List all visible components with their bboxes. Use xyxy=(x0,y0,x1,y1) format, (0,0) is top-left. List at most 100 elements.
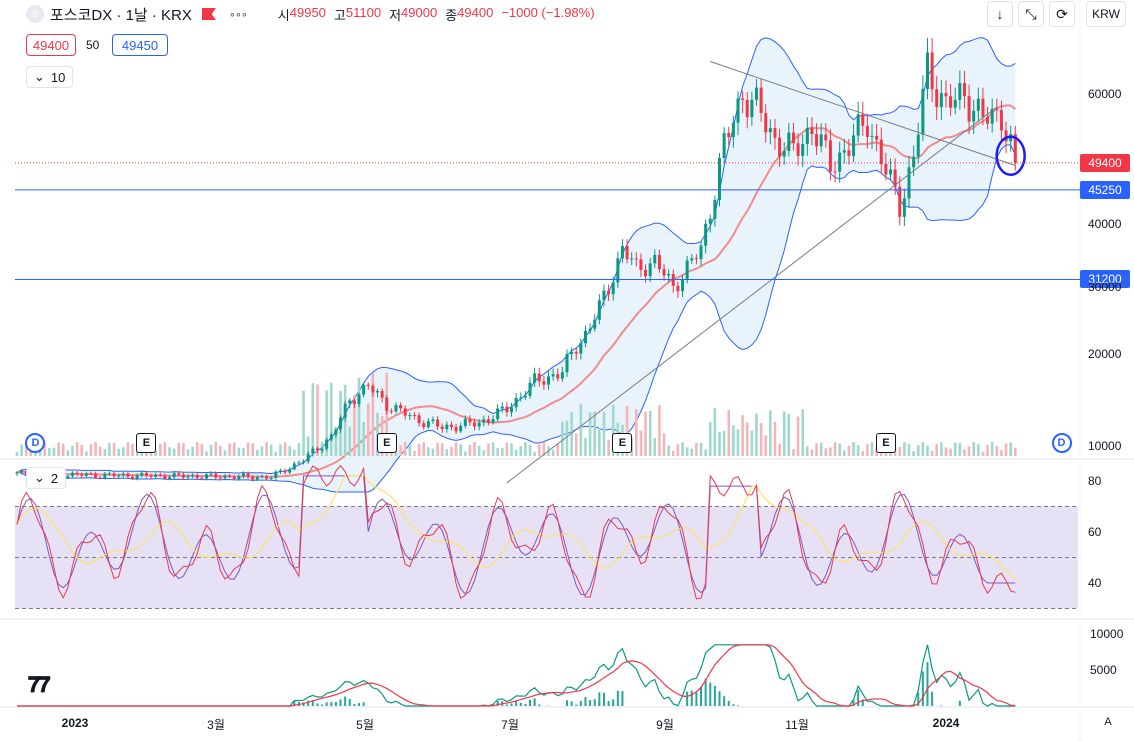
volume-bar xyxy=(713,407,717,456)
volume-bar xyxy=(399,445,402,456)
rsi-collapse-button[interactable]: ⌄ 2 xyxy=(26,467,67,489)
candle-body xyxy=(949,96,953,108)
volume-bar xyxy=(274,451,278,456)
volume-bar xyxy=(436,442,439,456)
tradingview-logo[interactable]: 𝟕𝟕 xyxy=(28,672,51,697)
candle-body xyxy=(625,246,629,260)
candle-body xyxy=(98,477,102,479)
candle-body xyxy=(597,300,601,320)
candle-body xyxy=(297,462,301,464)
volume-bar xyxy=(311,383,315,456)
more-options-icon[interactable]: ◦◦◦ xyxy=(229,6,248,22)
volume-bar xyxy=(140,445,144,456)
candle-body xyxy=(607,290,611,295)
volume-bar xyxy=(732,424,735,456)
macd-histogram-bar xyxy=(616,690,619,706)
refresh-icon[interactable]: ⟳ xyxy=(1049,1,1075,27)
macd-histogram-bar xyxy=(736,705,739,706)
auto-scale-button[interactable]: A xyxy=(1104,716,1112,728)
volume-bar xyxy=(967,446,971,456)
candle-body xyxy=(459,425,463,432)
volume-bar xyxy=(473,442,476,456)
volume-bar xyxy=(306,436,310,456)
candle-body xyxy=(939,93,943,108)
candle-body xyxy=(454,427,458,432)
candle-body xyxy=(15,472,19,474)
candle-body xyxy=(417,415,421,424)
volume-bar xyxy=(644,411,647,456)
candle-body xyxy=(547,376,550,385)
candle-body xyxy=(223,475,227,479)
volume-bar xyxy=(847,445,851,456)
volume-bar xyxy=(963,449,966,456)
candle-body xyxy=(889,169,893,175)
macd-histogram-bar xyxy=(926,662,929,706)
candle-body xyxy=(620,246,624,259)
candle-body xyxy=(875,135,879,140)
arrow-down-icon[interactable]: ↓ xyxy=(987,1,1013,27)
candle-body xyxy=(583,330,587,344)
volume-bar xyxy=(223,450,227,456)
volume-bar xyxy=(556,443,560,456)
candle-body xyxy=(990,108,994,124)
volume-bar xyxy=(38,443,42,456)
volume-bar xyxy=(1013,447,1017,456)
volume-bar xyxy=(376,412,379,456)
low-value: 49000 xyxy=(401,4,438,20)
volume-bar xyxy=(293,449,296,456)
candle-body xyxy=(704,223,708,246)
volume-bar xyxy=(759,423,763,456)
volume-bar xyxy=(773,421,777,456)
candle-body xyxy=(523,395,527,398)
candle-body xyxy=(362,384,366,395)
bollinger-band-fill xyxy=(17,37,1016,492)
open-label: 시 xyxy=(277,7,290,23)
volume-bar xyxy=(977,444,980,456)
ask-button[interactable]: 49450 xyxy=(112,34,168,56)
collapse-icon[interactable]: ⤡ xyxy=(1018,1,1044,27)
candle-body xyxy=(644,269,648,277)
volume-bar xyxy=(884,442,888,456)
volume-bar xyxy=(736,429,740,456)
volume-bar xyxy=(921,442,925,456)
volume-bar xyxy=(528,444,532,456)
volume-bar xyxy=(912,451,915,456)
currency-button[interactable]: KRW xyxy=(1086,1,1126,27)
volume-bar xyxy=(366,403,370,456)
macd-histogram-bar xyxy=(931,691,934,706)
candle-body xyxy=(246,473,250,477)
trendline-resistance xyxy=(710,61,1016,166)
indicators-collapse-button[interactable]: ⌄ 10 xyxy=(26,66,74,88)
volume-bar xyxy=(362,422,365,456)
volume-bar xyxy=(256,449,259,456)
candle-body xyxy=(80,474,84,476)
symbol-title[interactable]: 포스코DX · 1날 · KRX xyxy=(50,6,192,24)
volume-bar xyxy=(316,384,319,456)
candle-body xyxy=(962,83,966,97)
candle-body xyxy=(916,134,920,157)
bid-button[interactable]: 49400 xyxy=(26,34,76,56)
volume-bar xyxy=(48,448,51,456)
volume-bar xyxy=(371,372,375,456)
candle-body xyxy=(329,434,333,440)
candle-body xyxy=(736,98,740,123)
volume-bar xyxy=(537,444,541,456)
volume-bar xyxy=(681,442,684,456)
volume-bar xyxy=(1000,450,1003,456)
trendline-support xyxy=(506,106,998,484)
candle-body xyxy=(500,406,504,409)
volume-bar xyxy=(866,444,869,456)
volume-bar xyxy=(209,444,213,456)
volume-bar xyxy=(242,448,245,456)
volume-bar xyxy=(796,416,800,456)
candle-body xyxy=(75,472,79,475)
volume-bar xyxy=(879,449,883,456)
flag-icon[interactable] xyxy=(201,8,216,20)
candle-body xyxy=(556,374,560,379)
candle-body xyxy=(288,469,292,473)
volume-bar xyxy=(94,442,97,456)
volume-bar xyxy=(533,451,536,456)
candle-body xyxy=(560,372,564,379)
volume-bar xyxy=(353,394,356,456)
